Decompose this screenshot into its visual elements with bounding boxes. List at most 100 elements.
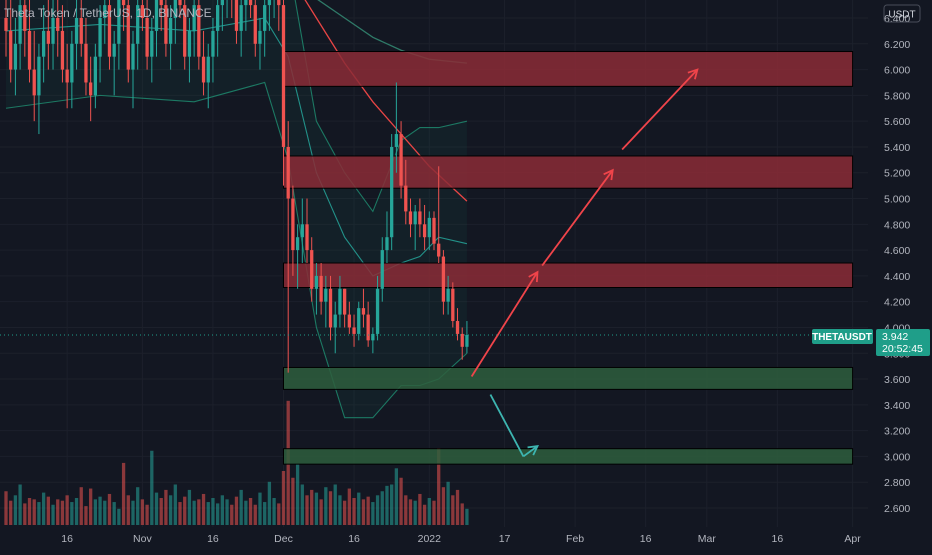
candle-body xyxy=(140,5,145,19)
candle-body xyxy=(173,0,177,19)
volume-bar xyxy=(98,496,102,525)
candle-body xyxy=(197,5,201,57)
bollinger-upper-line xyxy=(294,0,468,213)
volume-bar xyxy=(178,502,182,525)
resistance-zone[interactable] xyxy=(282,155,854,189)
volume-bar xyxy=(56,499,60,525)
arrow-head[interactable] xyxy=(527,444,539,456)
candle-body xyxy=(211,30,215,57)
support-zone[interactable] xyxy=(282,366,854,390)
candle-body xyxy=(51,18,55,44)
candle-body xyxy=(371,333,375,341)
volume-bar xyxy=(432,500,436,525)
volume-bar xyxy=(131,500,135,525)
candle-body xyxy=(324,288,328,302)
candle-body xyxy=(441,256,446,302)
volume-bar xyxy=(455,489,460,525)
volume-bar xyxy=(427,498,431,525)
volume-bar xyxy=(281,471,286,525)
candle-body xyxy=(342,288,347,315)
symbol-badge[interactable] xyxy=(812,329,873,344)
price-badge-countdown: 20:52:45 xyxy=(882,343,923,355)
volume-bar xyxy=(70,502,74,525)
arrow-down-line[interactable] xyxy=(489,394,525,457)
time-tick-label: 17 xyxy=(499,533,511,545)
volume-bar xyxy=(183,496,187,525)
candle-body xyxy=(338,288,342,315)
volume-bar xyxy=(347,488,351,525)
support-zone[interactable] xyxy=(282,448,854,465)
price-tick-label: 3.600 xyxy=(884,374,910,386)
candle-body xyxy=(408,211,413,225)
candle-body xyxy=(446,288,450,302)
volume-bar xyxy=(117,508,121,525)
candle-body xyxy=(399,134,403,186)
candle-body xyxy=(192,5,196,31)
arrow-head[interactable] xyxy=(687,68,699,80)
volume-bar xyxy=(394,468,399,525)
candle-body xyxy=(352,327,356,334)
volume-bar xyxy=(216,503,220,525)
volume-bar xyxy=(84,506,88,525)
price-tick-label: 5.000 xyxy=(884,194,910,206)
candle-body xyxy=(328,288,333,328)
candle-body xyxy=(432,217,436,244)
time-tick-label: 16 xyxy=(640,533,652,545)
volume-bar xyxy=(263,502,267,525)
candle-body xyxy=(361,308,366,315)
candle-body xyxy=(291,198,295,251)
volume-bar xyxy=(164,489,168,525)
arrow-layer[interactable] xyxy=(470,68,699,458)
time-tick-label: Apr xyxy=(844,533,861,545)
volume-bar xyxy=(408,499,413,525)
price-tick-label: 5.400 xyxy=(884,142,910,154)
zone-layer[interactable] xyxy=(282,51,854,465)
time-axis[interactable] xyxy=(0,527,868,550)
candle-body xyxy=(455,321,460,334)
candle-body xyxy=(258,30,262,44)
volume-bar xyxy=(342,500,347,525)
price-badge-value: 3.942 xyxy=(882,331,908,343)
time-tick-label: Dec xyxy=(274,533,293,545)
time-tick-label: 16 xyxy=(348,533,360,545)
arrow-up-line[interactable] xyxy=(541,169,614,267)
volume-bar xyxy=(272,498,276,525)
volume-bar xyxy=(27,498,32,525)
currency-label-box[interactable] xyxy=(883,4,921,23)
candle-body xyxy=(465,334,469,347)
volume-bar xyxy=(418,493,422,525)
candle-body xyxy=(263,5,267,31)
candle-body xyxy=(314,275,319,289)
volume-bar xyxy=(277,503,281,525)
volume-bar xyxy=(390,484,394,525)
volume-bar xyxy=(173,484,177,525)
price-tick-label: 2.800 xyxy=(884,477,910,489)
candle-body xyxy=(295,237,300,251)
arrow-up-line[interactable] xyxy=(470,271,539,377)
volume-bar xyxy=(446,481,450,525)
candle-body xyxy=(390,146,394,238)
volume-bar xyxy=(234,496,239,525)
candle-body xyxy=(74,18,79,44)
candle-body xyxy=(60,30,65,70)
price-badge[interactable] xyxy=(876,329,930,356)
arrow-down-line[interactable] xyxy=(522,445,539,458)
volume-bar xyxy=(197,499,201,525)
volume-bar xyxy=(465,508,469,525)
resistance-zone[interactable] xyxy=(282,51,854,87)
time-axis-ticks: 16 Nov 16 Dec 16 2022 17 Feb 16 Mar 16 Apr xyxy=(61,533,861,545)
volume-bar xyxy=(65,495,69,525)
volume-bar xyxy=(375,495,380,525)
volume-bar xyxy=(361,499,366,525)
arrow-head[interactable] xyxy=(603,168,614,181)
arrow-up-line[interactable] xyxy=(621,68,699,151)
candle-body xyxy=(357,308,361,334)
candle-body xyxy=(93,56,98,96)
volume-bar xyxy=(310,489,314,525)
resistance-zone[interactable] xyxy=(282,262,854,288)
arrow-head[interactable] xyxy=(528,270,539,283)
price-axis[interactable] xyxy=(868,0,932,550)
candle-body xyxy=(385,237,389,251)
